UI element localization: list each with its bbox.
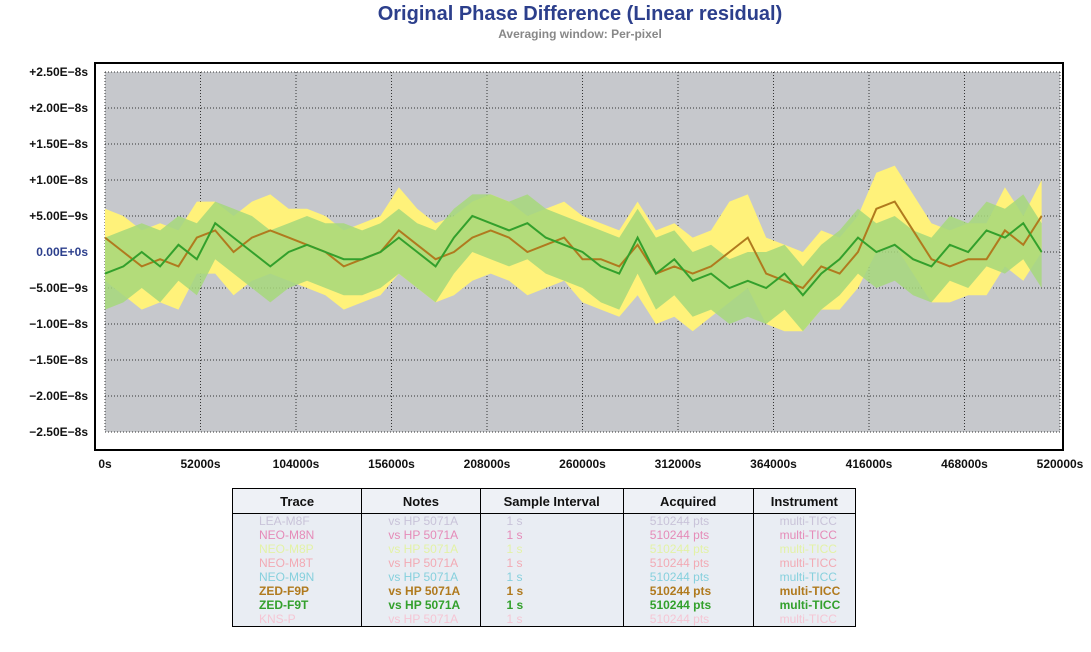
trace-cell: LEA-M8F xyxy=(231,513,363,528)
y-tick-label: 0.00E+0s xyxy=(36,245,88,259)
trace-cell: NEO-M8N xyxy=(231,528,363,542)
x-tick-label: 364000s xyxy=(750,457,797,471)
trace-cell: 1 s xyxy=(479,598,624,612)
trace-cell: vs HP 5071A xyxy=(361,584,481,598)
trace-cell: 1 s xyxy=(479,513,624,528)
x-tick-label: 468000s xyxy=(941,457,988,471)
trace-cell: vs HP 5071A xyxy=(361,556,481,570)
trace-cell: NEO-M8P xyxy=(231,542,363,556)
x-tick-label: 0s xyxy=(98,457,112,471)
trace-line xyxy=(104,214,1043,297)
trace-row: NEO-M8N vs HP 5071A 1 s 510244 pts multi-TIC… xyxy=(231,528,857,542)
trace-cell: NEO-M8T xyxy=(231,556,363,570)
y-tick-label: +1.50E−8s xyxy=(29,137,88,151)
trace-cell: multi-TICC xyxy=(752,612,857,627)
trace-cell: multi-TICC xyxy=(752,598,857,612)
trace-cell: multi-TICC xyxy=(752,570,857,584)
trace-cell: vs HP 5071A xyxy=(361,598,481,612)
trace-cell: NEO-M9N xyxy=(231,570,363,584)
trace-cell: 510244 pts xyxy=(622,598,754,612)
trace-cell: 510244 pts xyxy=(622,612,754,627)
column-header: Trace xyxy=(231,488,363,514)
trace-row: NEO-M8P vs HP 5071A 1 s 510244 pts multi-TIC… xyxy=(231,542,857,556)
trace-row: KNS-P vs HP 5071A 1 s 510244 pts multi-TICC xyxy=(231,612,857,627)
y-tick-label: +1.00E−8s xyxy=(29,173,88,187)
trace-cell: 510244 pts xyxy=(622,584,754,598)
trace-row: ZED-F9T vs HP 5071A 1 s 510244 pts multi-TIC… xyxy=(231,598,857,612)
trace-cell: 510244 pts xyxy=(622,570,754,584)
x-tick-label: 416000s xyxy=(846,457,893,471)
trace-cell: KNS-P xyxy=(231,612,363,627)
trace-cell: 1 s xyxy=(479,556,624,570)
column-header: Instrument xyxy=(752,488,857,514)
x-tick-label: 156000s xyxy=(368,457,415,471)
trace-cell: 1 s xyxy=(479,542,624,556)
trace-cell: 1 s xyxy=(479,612,624,627)
trace-cell: multi-TICC xyxy=(752,556,857,570)
trace-cell: 1 s xyxy=(479,570,624,584)
trace-cell: vs HP 5071A xyxy=(361,570,481,584)
x-tick-label: 52000s xyxy=(180,457,220,471)
trace-cell: multi-TICC xyxy=(752,513,857,528)
trace-cell: vs HP 5071A xyxy=(361,542,481,556)
trace-cell: 1 s xyxy=(479,584,624,598)
x-tick-label: 208000s xyxy=(464,457,511,471)
chart-title: Original Phase Difference (Linear residu… xyxy=(378,3,783,25)
trace-row: ZED-F9P vs HP 5071A 1 s 510244 pts multi-TIC… xyxy=(231,584,857,598)
trace-row: NEO-M9N vs HP 5071A 1 s 510244 pts multi-TIC… xyxy=(231,570,857,584)
trace-cell: vs HP 5071A xyxy=(361,513,481,528)
chart: Original Phase Difference (Linear residu… xyxy=(29,3,1084,471)
y-tick-label: −2.00E−8s xyxy=(29,389,88,403)
trace-row: LEA-M8F vs HP 5071A 1 s 510244 pts multi-TIC… xyxy=(231,513,857,528)
trace-cell: multi-TICC xyxy=(752,528,857,542)
legend-table: Trace Notes Sample Interval Acquired Instrum… xyxy=(231,488,857,627)
x-tick-label: 312000s xyxy=(655,457,702,471)
column-header: Notes xyxy=(361,488,481,514)
x-tick-label: 104000s xyxy=(273,457,320,471)
trace-cell: 510244 pts xyxy=(622,528,754,542)
trace-cell: 510244 pts xyxy=(622,513,754,528)
trace-cell: multi-TICC xyxy=(752,542,857,556)
x-tick-label: 520000s xyxy=(1037,457,1084,471)
y-tick-label: +5.00E−9s xyxy=(29,209,88,223)
column-header: Acquired xyxy=(622,488,754,514)
band xyxy=(105,194,1042,332)
y-tick-label: −1.00E−8s xyxy=(29,317,88,331)
y-tick-label: −1.50E−8s xyxy=(29,353,88,367)
y-tick-label: +2.00E−8s xyxy=(29,101,88,115)
x-tick-label: 260000s xyxy=(559,457,606,471)
chart-subtitle: Averaging window: Per-pixel xyxy=(498,27,662,41)
trace-cell: multi-TICC xyxy=(752,584,857,598)
trace-cell: ZED-F9T xyxy=(231,598,363,612)
y-tick-label: −5.00E−9s xyxy=(29,281,88,295)
trace-cell: 510244 pts xyxy=(622,542,754,556)
trace-cell: vs HP 5071A xyxy=(361,528,481,542)
trace-row: NEO-M8T vs HP 5071A 1 s 510244 pts multi-TIC… xyxy=(231,556,857,570)
trace-cell: 510244 pts xyxy=(622,556,754,570)
y-tick-label: +2.50E−8s xyxy=(29,65,88,79)
trace-cell: 1 s xyxy=(479,528,624,542)
y-tick-label: −2.50E−8s xyxy=(29,425,88,439)
trace-cell: vs HP 5071A xyxy=(361,612,481,627)
column-header: Sample Interval xyxy=(479,488,624,514)
trace-cell: ZED-F9P xyxy=(231,584,363,598)
